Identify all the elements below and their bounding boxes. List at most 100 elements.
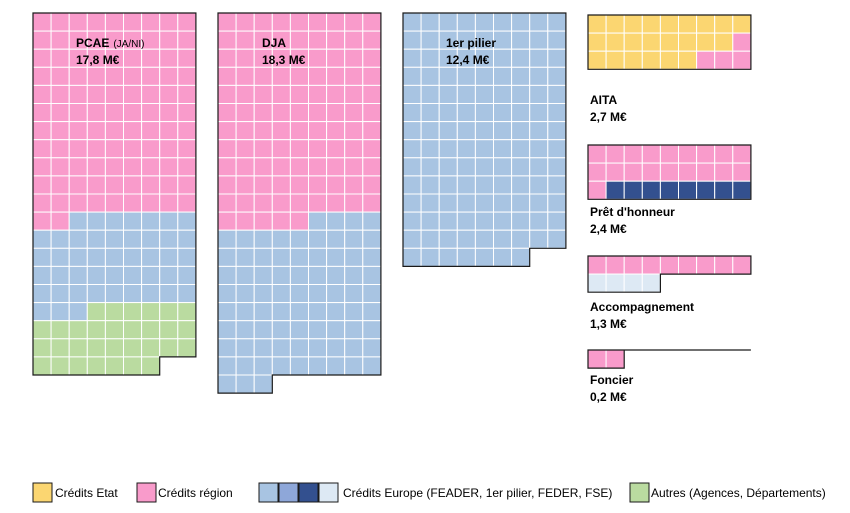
waffle-cell-etat <box>678 14 698 34</box>
waffle-cell-europe <box>547 229 567 249</box>
waffle-cell-europe <box>326 265 346 285</box>
waffle-cell-europe <box>547 193 567 213</box>
waffle-cell-region <box>308 103 328 123</box>
waffle-cell-europe <box>438 66 458 86</box>
waffle-cell-europe <box>253 247 273 267</box>
waffle-cell-europe <box>547 66 567 86</box>
waffle-cell-region <box>308 30 328 50</box>
waffle-cell-europe <box>123 265 143 285</box>
waffle-cell-region <box>362 30 382 50</box>
waffle-cell-europe <box>217 338 237 358</box>
waffle-cell-region <box>271 193 291 213</box>
waffle-cell-europe <box>474 84 494 105</box>
waffle-cell-europe <box>308 211 328 231</box>
waffle-cell-autres <box>68 338 88 358</box>
waffle-cell-region <box>32 12 52 32</box>
waffle-cell-europe_dark <box>714 180 734 200</box>
waffle-cell-etat <box>641 14 661 34</box>
waffle-cell-region <box>326 103 346 123</box>
waffle-cell-region <box>326 139 346 159</box>
waffle-cell-region <box>68 103 88 123</box>
waffle-cell-europe <box>32 265 52 285</box>
waffle-cell-region <box>271 157 291 177</box>
waffle-cell-region <box>289 175 309 195</box>
waffle-cell-region <box>123 121 143 141</box>
waffle-cell-region <box>86 103 106 123</box>
waffle-cell-europe <box>402 30 422 50</box>
waffle-cell-region <box>271 211 291 231</box>
block-value-dja: 18,3 M€ <box>262 53 306 67</box>
waffle-cell-europe <box>511 121 531 141</box>
waffle-cell-europe <box>271 247 291 267</box>
legend-label-etat: Crédits Etat <box>55 486 118 500</box>
waffle-cell-region <box>68 139 88 159</box>
waffle-cell-europe <box>50 265 70 285</box>
waffle-cell-autres <box>86 302 106 322</box>
waffle-cell-region <box>362 48 382 68</box>
waffle-cell-europe <box>326 338 346 358</box>
waffle-cell-region <box>217 84 237 105</box>
waffle-cell-region <box>104 157 125 177</box>
waffle-cell-europe <box>308 265 328 285</box>
waffle-cell-etat <box>605 14 625 34</box>
waffle-cell-europe <box>271 284 291 304</box>
waffle-cell-europe <box>177 284 197 304</box>
waffle-cell-region <box>253 175 273 195</box>
waffle-cell-europe <box>326 320 346 340</box>
waffle-cell-europe <box>217 320 237 340</box>
waffle-cell-europe <box>104 284 125 304</box>
waffle-cell-region <box>32 193 52 213</box>
waffle-cell-europe <box>438 175 458 195</box>
waffle-cell-region <box>123 12 143 32</box>
waffle-cell-region <box>86 157 106 177</box>
waffle-cell-etat <box>732 14 752 34</box>
waffle-cell-region <box>623 255 643 275</box>
waffle-cell-autres <box>50 356 70 376</box>
waffle-cell-region <box>696 162 716 182</box>
waffle-cell-europe <box>68 247 88 267</box>
waffle-cell-region <box>50 48 70 68</box>
block-qualifier-pcae: (JA/NI) <box>113 39 144 50</box>
block-name-foncier: Foncier <box>590 373 634 387</box>
waffle-outline-aita <box>587 14 752 70</box>
waffle-cell-region <box>326 30 346 50</box>
waffle-cell-europe <box>344 247 364 267</box>
waffle-cell-autres <box>68 356 88 376</box>
waffle-cell-region <box>587 144 607 164</box>
waffle-cell-europe_dark <box>641 180 661 200</box>
waffle-cell-europe <box>362 284 382 304</box>
waffle-cell-europe <box>159 211 179 231</box>
waffle-cell-region <box>86 193 106 213</box>
waffle-cell-europe <box>68 302 88 322</box>
waffle-cell-region <box>50 30 70 50</box>
waffle-cell-europe <box>420 121 440 141</box>
waffle-cell-europe <box>289 265 309 285</box>
waffle-cell-region <box>289 121 309 141</box>
waffle-cell-region <box>235 211 255 231</box>
waffle-cell-region <box>104 175 125 195</box>
waffle-cell-europe <box>547 103 567 123</box>
waffle-cell-region <box>32 121 52 141</box>
waffle-cell-region <box>253 211 273 231</box>
waffle-cell-europe <box>493 103 513 123</box>
waffle-cell-europe <box>68 265 88 285</box>
waffle-cell-region <box>177 193 197 213</box>
waffle-cell-europe <box>547 48 567 68</box>
waffle-cell-europe <box>493 48 513 68</box>
waffle-cell-europe <box>50 284 70 304</box>
waffle-cell-region <box>659 144 680 164</box>
waffle-cell-region <box>217 48 237 68</box>
waffle-cell-europe <box>529 12 549 32</box>
waffle-cell-europe <box>253 320 273 340</box>
block-name-dja: DJA <box>262 36 286 50</box>
waffle-cell-europe <box>493 157 513 177</box>
legend-swatch-autres <box>629 482 650 503</box>
waffle-cell-region <box>732 255 752 275</box>
waffle-cell-etat <box>714 32 734 52</box>
waffle-cell-europe <box>438 84 458 105</box>
waffle-cell-region <box>50 157 70 177</box>
waffle-cell-region <box>141 193 161 213</box>
waffle-cell-europe <box>217 284 237 304</box>
waffle-cell-region <box>289 139 309 159</box>
waffle-cell-europe <box>402 121 422 141</box>
